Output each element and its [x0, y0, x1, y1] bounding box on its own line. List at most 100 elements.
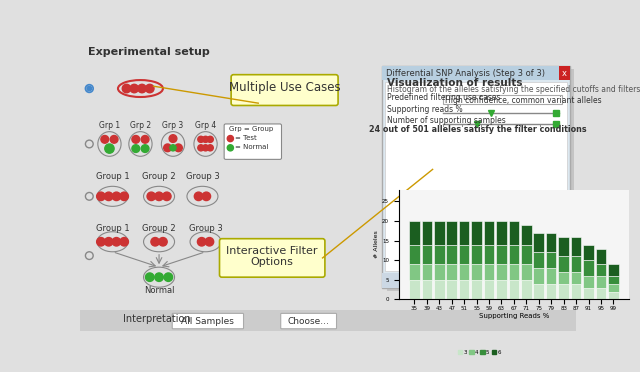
Circle shape: [164, 273, 173, 281]
FancyBboxPatch shape: [385, 81, 568, 271]
Text: Differential SNP Analysis (Step 3 of 3): Differential SNP Analysis (Step 3 of 3): [386, 70, 545, 78]
Bar: [608, 292, 619, 299]
Bar: [558, 256, 569, 272]
Circle shape: [163, 192, 171, 201]
Bar: [571, 237, 581, 256]
FancyBboxPatch shape: [489, 274, 520, 286]
Text: Group 1: Group 1: [96, 224, 129, 233]
Circle shape: [87, 86, 92, 91]
Bar: [596, 288, 606, 299]
Bar: [546, 233, 557, 253]
Bar: [596, 276, 606, 288]
Text: Grp 4: Grp 4: [195, 121, 216, 130]
Bar: [583, 245, 594, 260]
Circle shape: [155, 192, 163, 201]
Bar: [608, 276, 619, 284]
Circle shape: [138, 84, 147, 93]
Circle shape: [97, 192, 105, 201]
Circle shape: [132, 145, 140, 153]
Circle shape: [110, 135, 118, 143]
Text: Grp = Group: Grp = Group: [229, 126, 273, 132]
Circle shape: [145, 84, 154, 93]
Bar: [447, 245, 457, 264]
Bar: [546, 284, 557, 299]
Bar: [558, 237, 569, 256]
Bar: [434, 245, 445, 264]
FancyBboxPatch shape: [454, 274, 484, 286]
Bar: [409, 221, 420, 245]
Bar: [496, 280, 507, 299]
Bar: [521, 245, 532, 264]
Bar: [422, 245, 432, 264]
Text: Experimental setup: Experimental setup: [88, 47, 209, 57]
Text: = Test: = Test: [235, 135, 257, 141]
Text: Cancel: Cancel: [530, 277, 554, 283]
Text: Normal: Normal: [144, 286, 174, 295]
Text: << Back: << Back: [417, 277, 448, 283]
Text: Histogram of the alleles satisfying the specified cutoffs and filters: Histogram of the alleles satisfying the …: [387, 86, 640, 94]
Circle shape: [227, 135, 234, 142]
Bar: [422, 264, 432, 280]
Circle shape: [155, 273, 163, 281]
Bar: [447, 221, 457, 245]
Circle shape: [202, 192, 211, 201]
Bar: [496, 264, 507, 280]
Bar: [422, 280, 432, 299]
Text: Choose...: Choose...: [288, 317, 330, 326]
Text: Number of supporting samples: Number of supporting samples: [387, 116, 506, 125]
Bar: [509, 221, 519, 245]
Circle shape: [198, 136, 204, 142]
Bar: [571, 256, 581, 272]
Circle shape: [141, 135, 149, 143]
Bar: [434, 264, 445, 280]
Circle shape: [122, 84, 131, 93]
Bar: [608, 264, 619, 276]
Bar: [434, 221, 445, 245]
Bar: [571, 284, 581, 299]
Bar: [459, 221, 470, 245]
Text: Finish: Finish: [495, 277, 515, 283]
Circle shape: [202, 136, 209, 142]
Text: Group 2: Group 2: [142, 172, 176, 182]
FancyBboxPatch shape: [382, 66, 570, 288]
Bar: [484, 245, 494, 264]
Text: All Samples: All Samples: [181, 317, 234, 326]
Bar: [509, 264, 519, 280]
Bar: [583, 276, 594, 288]
Circle shape: [147, 192, 156, 201]
Bar: [447, 264, 457, 280]
Bar: [534, 268, 544, 284]
FancyBboxPatch shape: [382, 66, 570, 80]
Text: Group 2: Group 2: [142, 224, 176, 233]
Bar: [471, 280, 482, 299]
Circle shape: [202, 145, 209, 151]
Text: Grp 2: Grp 2: [130, 121, 151, 130]
Bar: [583, 288, 594, 299]
Circle shape: [145, 273, 154, 281]
Text: 24 out of 501 alleles satisfy the filter conditions: 24 out of 501 alleles satisfy the filter…: [369, 125, 586, 134]
Bar: [509, 245, 519, 264]
Legend: 3, 4, 5, 6: 3, 4, 5, 6: [456, 347, 503, 357]
Text: Visualization of results: Visualization of results: [387, 78, 522, 88]
Bar: [447, 280, 457, 299]
Text: Next >>: Next >>: [454, 277, 484, 283]
Bar: [608, 284, 619, 292]
Bar: [596, 264, 606, 276]
Bar: [459, 264, 470, 280]
Circle shape: [132, 135, 140, 143]
Text: Group 3: Group 3: [186, 172, 220, 182]
Text: Predefined filtering use cases: Predefined filtering use cases: [387, 93, 500, 102]
Circle shape: [175, 144, 182, 152]
Circle shape: [104, 192, 113, 201]
FancyBboxPatch shape: [525, 274, 558, 286]
Text: Group 3: Group 3: [189, 224, 223, 233]
Bar: [546, 253, 557, 268]
FancyBboxPatch shape: [172, 313, 244, 329]
Bar: [534, 233, 544, 253]
Bar: [484, 221, 494, 245]
Circle shape: [151, 238, 159, 246]
FancyBboxPatch shape: [443, 96, 562, 104]
Circle shape: [112, 192, 121, 201]
Text: Grp 1: Grp 1: [99, 121, 120, 130]
Circle shape: [197, 238, 206, 246]
